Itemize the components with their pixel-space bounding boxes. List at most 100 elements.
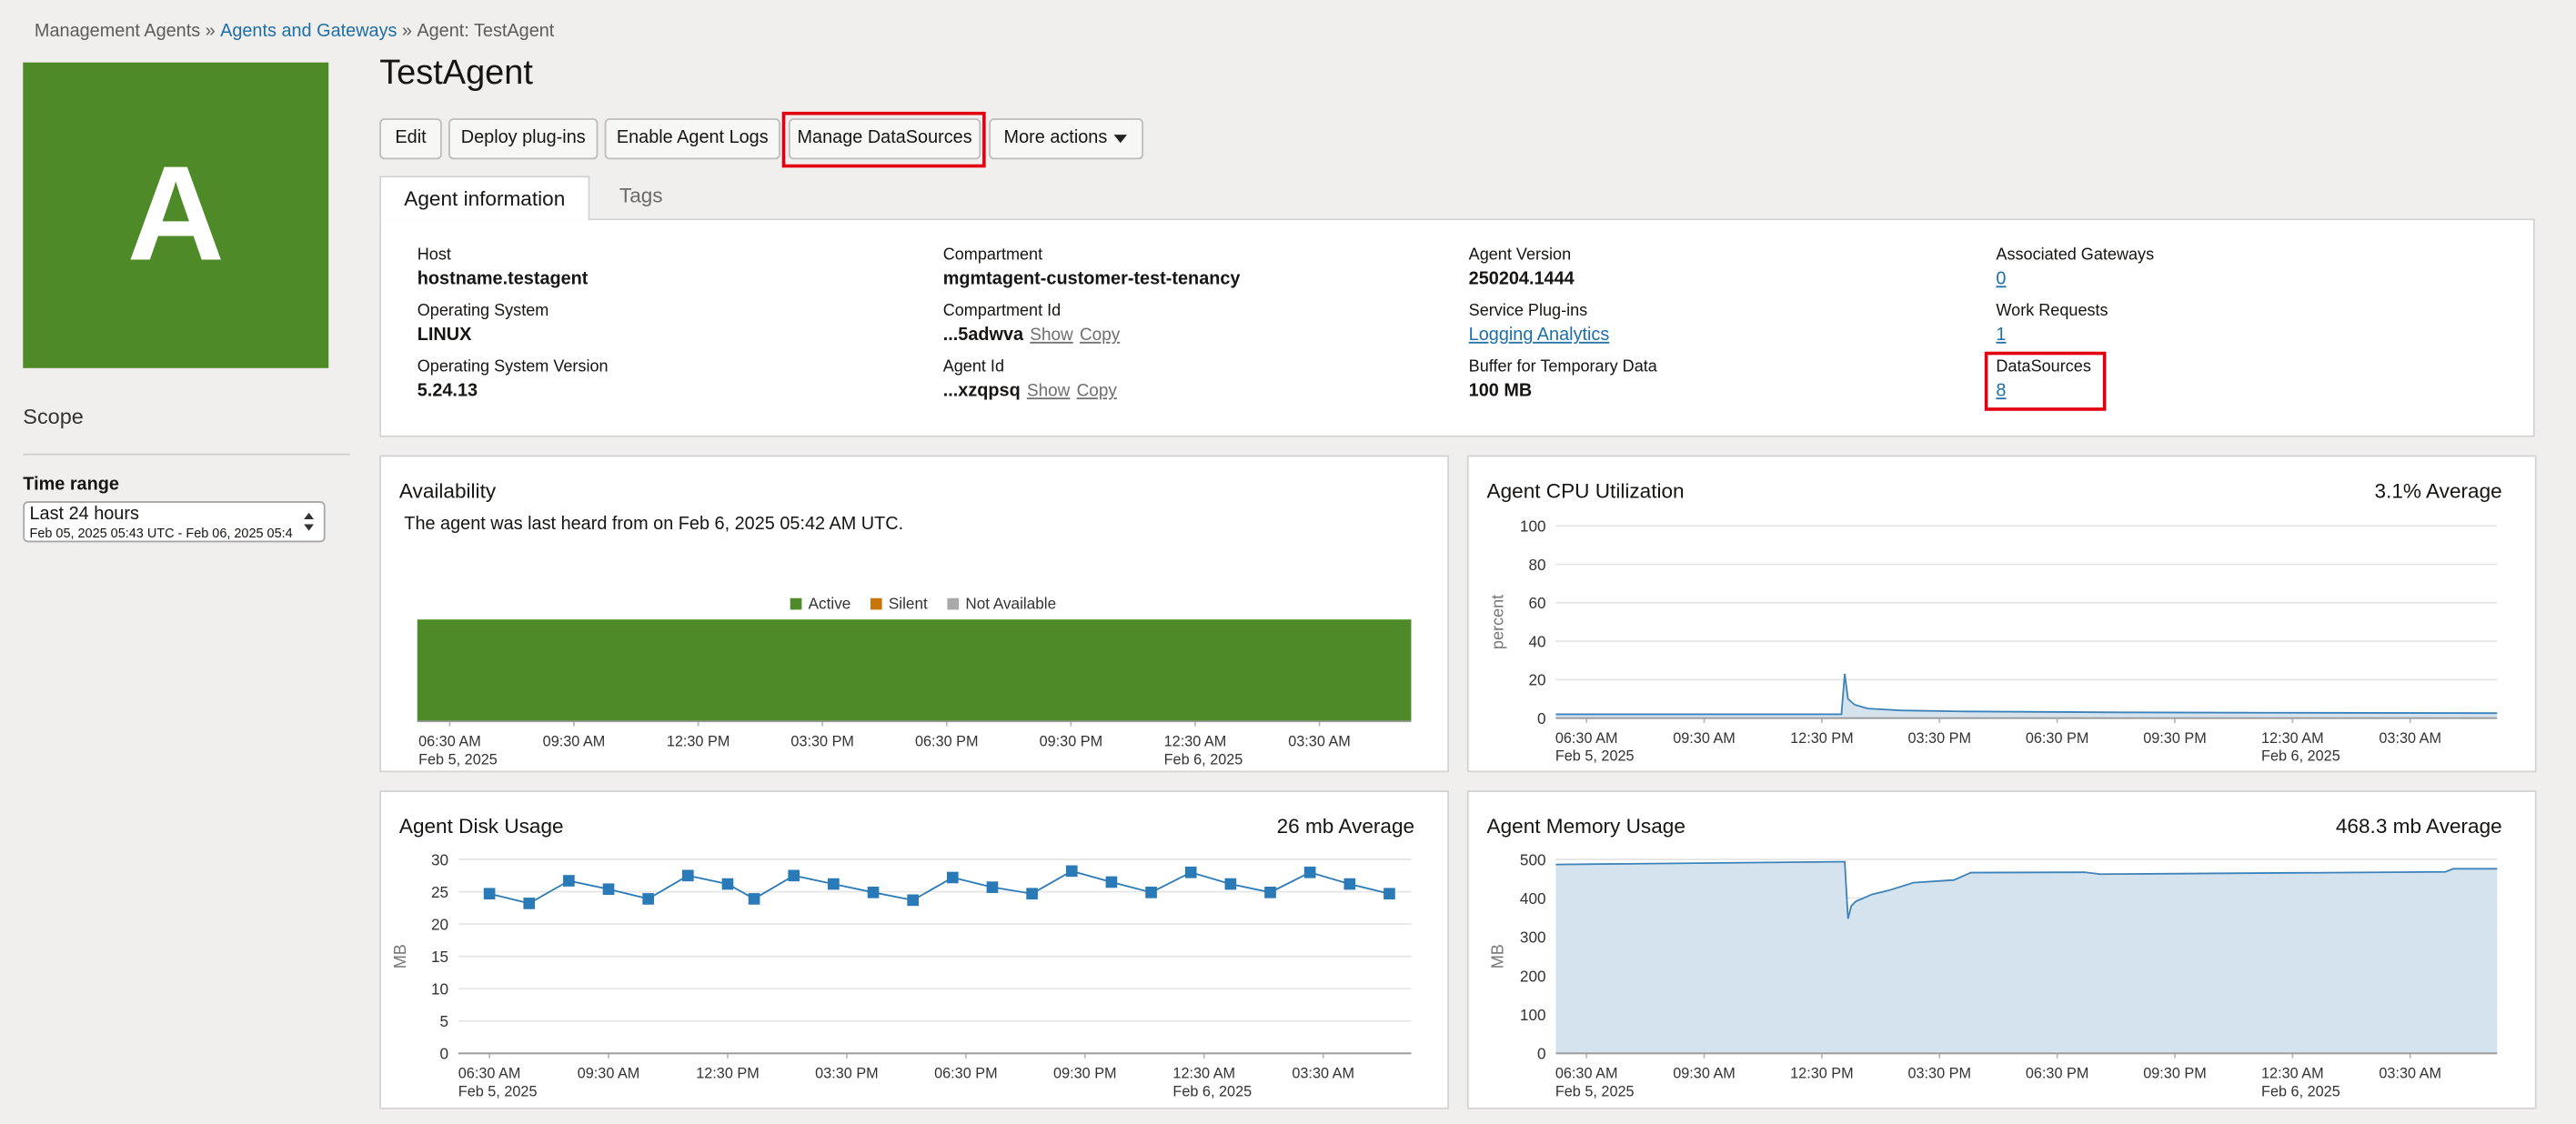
field-label: Compartment <box>942 246 1043 265</box>
x-tick-label: 09:30 PM <box>2143 730 2207 747</box>
field-label: Host <box>417 246 451 265</box>
info-panel <box>379 218 2535 437</box>
avatar: A <box>23 62 329 368</box>
line <box>1555 673 2498 716</box>
legend-label: Silent <box>889 594 928 612</box>
x-tick-label: 06:30 PM <box>2026 1065 2089 1081</box>
x-tick-label: 12:30 AM <box>1172 1065 1235 1081</box>
action-button-label: More actions <box>1003 127 1108 148</box>
chart-title: Agent CPU Utilization <box>1486 479 1685 503</box>
field-text: ...xzqpsq <box>942 381 1021 401</box>
x-tick-label: 06:30 PM <box>934 1065 998 1081</box>
field-label: Operating System Version <box>417 357 609 376</box>
marker <box>1065 865 1078 878</box>
legend-label: Active <box>809 594 851 612</box>
marker <box>1026 888 1038 900</box>
field-label: Associated Gateways <box>1996 246 2155 265</box>
scope-heading: Scope <box>23 404 84 429</box>
marker <box>721 878 734 890</box>
x-tick-label: 09:30 PM <box>1040 733 1103 749</box>
status-bar <box>417 619 1412 722</box>
action-button[interactable]: Edit <box>379 118 442 160</box>
marker <box>1303 866 1316 878</box>
time-range-select[interactable]: Last 24 hours Feb 05, 2025 05:43 UTC - Fe… <box>23 501 326 543</box>
x-tick-label: 03:30 PM <box>1907 730 1971 747</box>
y-tick-label: 0 <box>440 1045 449 1063</box>
legend-swatch <box>790 597 802 610</box>
marker <box>682 869 694 882</box>
marker <box>1184 866 1197 878</box>
x-tick-label: 06:30 PM <box>915 733 979 749</box>
x-tick-label: 09:30 AM <box>543 733 606 749</box>
tab[interactable]: Tags <box>619 184 663 207</box>
field-text: hostname.testagent <box>417 269 589 290</box>
breadcrumb-item[interactable]: Management Agents <box>34 21 201 42</box>
y-tick-label: 30 <box>431 850 448 868</box>
chart-summary: 468.3 mb Average <box>2335 815 2502 838</box>
x-tick-label: 03:30 PM <box>1907 1065 1971 1081</box>
y-tick-label: 20 <box>1528 671 1545 689</box>
y-tick-label: 80 <box>1528 556 1545 574</box>
field-link[interactable]: 1 <box>1996 325 2007 346</box>
breadcrumb: Management Agents» Agents and Gateways» Ag… <box>35 21 554 41</box>
chart-summary: 3.1% Average <box>2374 479 2502 503</box>
x-tick-label: 06:30 AM <box>1555 1065 1618 1081</box>
field-value: 5.24.13 <box>418 381 478 401</box>
field-link[interactable]: 8 <box>1996 381 2007 401</box>
field-value: 100 MB <box>1469 381 1533 401</box>
select-arrow-up <box>304 512 314 520</box>
x-tick-label: Feb 5, 2025 <box>418 751 498 768</box>
page-title: TestAgent <box>379 54 533 93</box>
field-label: Work Requests <box>1996 302 2108 321</box>
y-tick-label: 500 <box>1520 850 1546 868</box>
action-button-label: Enable Agent Logs <box>616 127 769 148</box>
field-link[interactable]: Logging Analytics <box>1468 325 1610 346</box>
chart-title: Agent Disk Usage <box>398 815 564 838</box>
legend-swatch <box>870 597 882 610</box>
time-range-value: Last 24 hours <box>29 504 139 525</box>
x-tick-label: 03:30 AM <box>2379 1065 2441 1081</box>
y-tick-label: 300 <box>1520 928 1546 947</box>
y-tick-label: 10 <box>431 980 448 999</box>
x-tick-label: 12:30 PM <box>667 733 730 749</box>
field-label: DataSources <box>1996 357 2091 376</box>
field-value: mgmtagent-customer-test-tenancy <box>943 269 1241 289</box>
field-action-link[interactable]: Show <box>1030 325 1073 346</box>
tab-active[interactable]: Agent information <box>379 176 590 221</box>
marker <box>867 886 880 898</box>
field-value: 0 <box>1996 269 2006 289</box>
chart-summary: 26 mb Average <box>1276 815 1415 838</box>
chart-title: Availability <box>398 479 497 503</box>
field-action-link[interactable]: Copy <box>1076 381 1117 401</box>
x-tick-label: 09:30 AM <box>1673 1065 1736 1081</box>
x-tick-label: Feb 6, 2025 <box>2261 748 2340 765</box>
field-link[interactable]: 0 <box>1996 269 2007 290</box>
field-value: Logging Analytics <box>1469 326 1610 346</box>
x-tick-label: 12:30 AM <box>1164 733 1227 749</box>
breadcrumb-item[interactable]: Agents and Gateways <box>220 21 397 42</box>
field-action-link[interactable]: Copy <box>1079 325 1121 346</box>
x-tick-label: 03:30 AM <box>2379 730 2441 747</box>
x-tick-label: Feb 5, 2025 <box>1555 748 1635 765</box>
action-button[interactable]: More actions <box>989 118 1144 160</box>
y-tick-label: 60 <box>1528 594 1545 612</box>
y-tick-label: 25 <box>431 883 448 901</box>
x-tick-label: 12:30 PM <box>1790 730 1854 747</box>
breadcrumb-item: Agent: TestAgent <box>417 21 555 42</box>
action-button[interactable]: Enable Agent Logs <box>604 118 780 160</box>
field-action-link[interactable]: Show <box>1026 381 1071 401</box>
field-value: ...5adwva Show Copy <box>943 326 1121 346</box>
marker <box>788 869 800 882</box>
marker <box>986 881 999 893</box>
field-value: 8 <box>1996 381 2006 401</box>
action-button[interactable]: Manage DataSources <box>788 118 981 160</box>
y-tick-label: 0 <box>1537 709 1546 728</box>
action-button[interactable]: Deploy plug-ins <box>448 118 599 160</box>
marker <box>947 871 959 884</box>
x-tick-label: Feb 5, 2025 <box>1555 1083 1635 1099</box>
marker <box>748 893 760 905</box>
x-tick-label: 09:30 AM <box>1673 730 1736 747</box>
x-tick-label: 06:30 AM <box>1555 730 1618 747</box>
y-tick-label: 100 <box>1520 1006 1546 1024</box>
